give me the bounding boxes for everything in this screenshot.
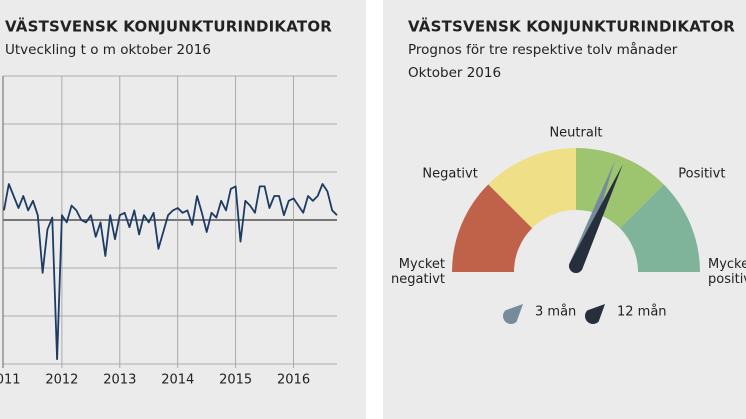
- data-line: [3, 183, 338, 361]
- gauge-label: Mycket negativt: [391, 257, 445, 287]
- gauge-band: [619, 184, 700, 272]
- gauge-band: [452, 184, 533, 272]
- legend-swatch: [584, 303, 606, 325]
- x-tick-label: 2016: [277, 373, 310, 388]
- chart-subtitle: Utveckling t o m oktober 2016: [5, 42, 211, 58]
- x-tick-label: 2013: [103, 373, 136, 388]
- chart-period: Oktober 2016: [408, 65, 501, 81]
- chart-title: VÄSTSVENSK KONJUNKTURINDIKATOR: [408, 17, 735, 36]
- chart-subtitle: Prognos för tre respektive tolv månader: [408, 41, 678, 58]
- gauge-needle: [568, 164, 623, 274]
- chart-title: VÄSTSVENSK KONJUNKTURINDIKATOR: [5, 17, 332, 36]
- gauge-label: Positivt: [678, 166, 726, 182]
- x-tick-label: 2012: [45, 373, 78, 388]
- left-panel: [0, 0, 366, 419]
- gauge-band: [488, 148, 576, 229]
- x-tick-label: 2011: [0, 373, 21, 388]
- legend-swatch: [502, 303, 524, 325]
- gauge-label: Neutralt: [549, 125, 603, 141]
- legend-label: 12 mån: [617, 305, 667, 320]
- x-tick-label: 2014: [161, 373, 194, 388]
- gauge-label: Mycket positivt: [708, 257, 746, 287]
- legend-label: 3 mån: [535, 305, 576, 320]
- x-tick-label: 2015: [219, 373, 252, 388]
- gauge-label: Negativt: [422, 166, 478, 182]
